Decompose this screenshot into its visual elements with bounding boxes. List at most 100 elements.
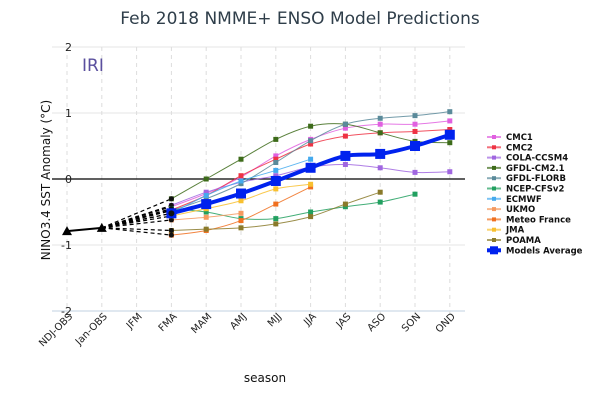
point-gfdl-florb: [447, 109, 453, 115]
point-poama: [342, 201, 348, 207]
point-gfdl-cm2-1: [273, 136, 279, 142]
point-jma: [238, 198, 244, 204]
legend-label: CMC1: [506, 133, 533, 143]
legend-label: GFDL-FLORB: [506, 174, 566, 184]
iri-watermark: IRI: [82, 56, 104, 76]
legend-label: POAMA: [506, 236, 541, 246]
legend-swatch-marker: [492, 165, 496, 170]
first-point-ukmo: [168, 217, 174, 223]
legend-item-ncep-cfsv2: NCEP-CFSv2: [487, 185, 564, 195]
x-tick-label: MAM: [189, 311, 214, 336]
point-cmc1: [273, 153, 279, 159]
connector-line: [101, 204, 172, 229]
point-cmc2: [308, 141, 314, 147]
series-lines: [62, 109, 455, 238]
legend-label: JMA: [505, 226, 525, 236]
legend-label: CMC2: [506, 143, 533, 153]
point-ncep-cfsv2: [308, 209, 314, 215]
connector-line: [101, 212, 172, 229]
observed-point: [62, 226, 72, 236]
legend-item-jma: JMA: [487, 226, 525, 236]
legend-swatch-marker: [492, 217, 496, 222]
connector-line: [101, 219, 172, 229]
point-ukmo: [238, 210, 244, 216]
observed-line: [66, 226, 102, 233]
legend-label: COLA-CCSM4: [506, 154, 568, 164]
legend-item-cola-ccsm4: COLA-CCSM4: [487, 154, 568, 164]
legend-swatch-marker: [492, 196, 496, 201]
point-gfdl-cm2-1: [447, 140, 453, 146]
legend-label: Models Average: [506, 246, 583, 256]
x-tick-label: JFM: [124, 311, 145, 332]
point-poama: [238, 225, 244, 231]
point-gfdl-florb: [308, 138, 314, 144]
first-point-gfdl-cm2-1: [168, 196, 174, 202]
y-tick-label: -2: [61, 305, 72, 318]
legend-item-models-average: Models Average: [487, 246, 583, 256]
point-cola-ccsm4: [377, 165, 383, 171]
point-models-average: [270, 175, 281, 186]
legend-item-cmc1: CMC1: [487, 133, 533, 143]
point-cmc2: [273, 156, 279, 162]
point-gfdl-florb: [412, 113, 418, 119]
legend-label: Meteo France: [506, 215, 571, 225]
point-cmc2: [238, 173, 244, 179]
connector-line: [101, 227, 172, 236]
x-tick-label: NDJ-OBS: [37, 311, 75, 349]
legend-swatch-marker: [492, 176, 496, 181]
point-gfdl-cm2-1: [377, 130, 383, 136]
point-poama: [308, 214, 314, 220]
legend-swatch-marker: [492, 145, 496, 150]
point-cmc1: [377, 121, 383, 127]
x-tick-label: OND: [434, 311, 458, 335]
legend-swatch-marker: [492, 238, 496, 242]
legend-label: ECMWF: [506, 195, 542, 205]
point-meteo-france: [308, 184, 314, 190]
point-cmc1: [447, 118, 453, 124]
y-axis-label: NINO3.4 SST Anomaly (°C): [39, 100, 53, 260]
point-gfdl-florb: [377, 115, 383, 121]
point-models-average: [340, 150, 351, 161]
legend-swatch-marker: [492, 135, 496, 139]
y-tick-label: 1: [65, 107, 72, 120]
point-jma: [273, 186, 279, 192]
point-gfdl-cm2-1: [238, 156, 244, 162]
legend-label: NCEP-CFSv2: [506, 185, 564, 195]
connector-line: [101, 198, 172, 229]
point-models-average: [375, 148, 386, 159]
point-models-average: [305, 162, 316, 173]
first-point-meteo-france: [168, 232, 174, 238]
x-tick-label: Jan-OBS: [73, 311, 110, 348]
x-tick-label: AMJ: [228, 311, 249, 332]
first-point-poama: [168, 227, 174, 233]
point-poama: [377, 189, 383, 195]
point-meteo-france: [273, 201, 279, 207]
y-tick-label: 2: [65, 41, 72, 54]
legend-label: GFDL-CM2.1: [506, 164, 565, 174]
y-tick-label: 0: [65, 173, 72, 186]
point-models-average: [410, 141, 420, 151]
point-cmc1: [412, 121, 418, 127]
point-ncep-cfsv2: [273, 216, 279, 222]
legend-item-ecmwf: ECMWF: [487, 195, 542, 205]
legend-item-gfdl-florb: GFDL-FLORB: [487, 174, 566, 184]
point-cola-ccsm4: [342, 161, 348, 167]
point-ukmo: [203, 214, 209, 220]
connector-line: [101, 227, 172, 232]
legend-swatch-marker: [492, 155, 496, 160]
point-ncep-cfsv2: [377, 199, 383, 205]
connector-line: [101, 206, 172, 229]
point-models-average: [201, 199, 212, 210]
legend-swatch-marker: [490, 246, 498, 255]
point-cola-ccsm4: [412, 169, 418, 175]
x-tick-label: ASO: [366, 311, 389, 334]
x-tick-label: FMA: [157, 311, 180, 334]
point-gfdl-florb: [342, 121, 348, 127]
legend-swatch-marker: [492, 186, 496, 191]
point-ecmwf: [273, 167, 279, 173]
point-ecmwf: [203, 193, 209, 198]
point-poama: [273, 221, 279, 227]
point-models-average: [236, 188, 246, 199]
x-tick-label: SON: [400, 311, 423, 334]
